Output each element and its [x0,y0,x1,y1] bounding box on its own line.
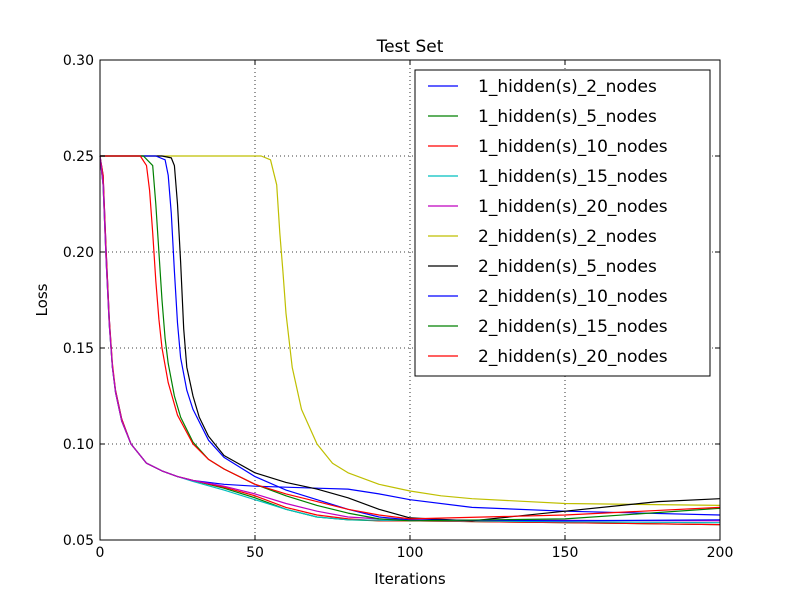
series-line-6 [100,155,721,506]
x-tick-label: 200 [707,545,734,561]
legend-label: 2_hidden(s)_15_nodes [478,317,668,337]
y-tick-label: 0.20 [63,245,94,261]
x-tick-label: 50 [246,545,264,561]
y-tick-label: 0.15 [63,341,94,357]
series-line-9 [100,155,721,522]
legend-label: 1_hidden(s)_10_nodes [478,137,668,157]
legend-label: 1_hidden(s)_20_nodes [478,197,668,217]
y-tick-label: 0.30 [63,53,94,69]
x-tick-label: 100 [397,545,424,561]
series-lines [99,155,721,526]
x-axis-label: Iterations [374,570,446,588]
legend-label: 1_hidden(s)_5_nodes [478,107,657,127]
legend-label: 2_hidden(s)_5_nodes [478,257,657,277]
x-tick-label: 0 [96,545,105,561]
series-line-5 [99,155,721,522]
legend-label: 2_hidden(s)_10_nodes [478,287,668,307]
legend-box [414,69,711,377]
legend: 1_hidden(s)_2_nodes 1_hidden(s)_5_nodes 1_… [414,69,711,377]
series-line-8 [100,155,721,522]
legend-label: 1_hidden(s)_15_nodes [478,167,668,187]
legend-label: 2_hidden(s)_2_nodes [478,227,657,247]
chart-title: Test Set [376,37,444,57]
y-tick-label: 0.05 [63,533,94,549]
series-line-10 [100,155,721,520]
x-tick-label: 150 [552,545,579,561]
legend-label: 1_hidden(s)_2_nodes [478,77,657,97]
y-axis-label: Loss [33,283,51,316]
y-tick-label: 0.25 [63,149,94,165]
series-line-7 [100,155,721,522]
axis-ticks: 0 50 100 150 200 0.05 0.10 0.15 0.20 0.25 0.30 [63,53,734,561]
y-tick-label: 0.10 [63,437,94,453]
legend-label: 2_hidden(s)_20_nodes [478,347,668,367]
